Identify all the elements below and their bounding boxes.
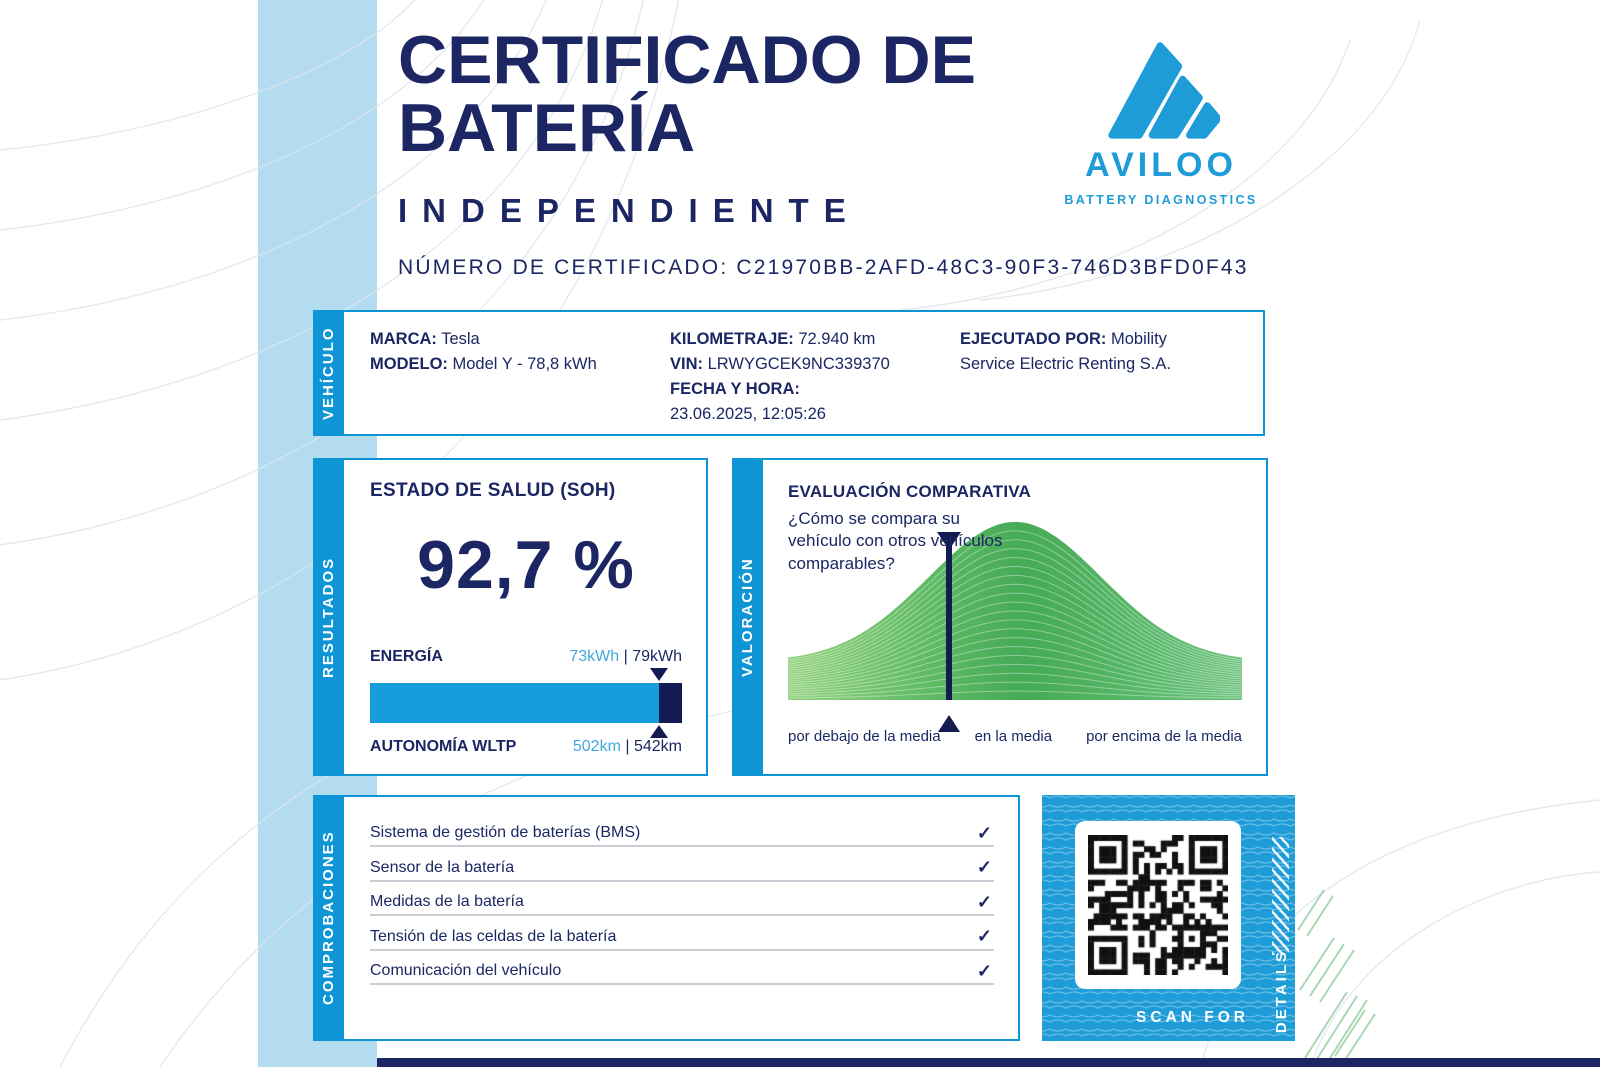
- checkmark-icon: ✓: [976, 822, 992, 843]
- energy-current-value: 73kWh: [569, 648, 620, 665]
- qr-code-frame: [1075, 821, 1241, 989]
- modelo-value: Model Y - 78,8 kWh: [452, 355, 597, 373]
- range-label: AUTONOMÍA WLTP: [370, 738, 517, 755]
- valoracion-tab: VALORACIÓN: [732, 458, 763, 776]
- soh-bar: [370, 668, 682, 738]
- soh-marker-up-icon: [650, 725, 669, 738]
- vehicle-tab: VEHÍCULO: [313, 310, 344, 436]
- check-row-bms: Sistema de gestión de baterías (BMS) ✓: [370, 821, 994, 847]
- vin-label: VIN:: [670, 355, 703, 373]
- results-panel-body: ESTADO DE SALUD (SOH) 92,7 % ENERGÍA 73k…: [346, 460, 706, 774]
- modelo-row: MODELO: Model Y - 78,8 kWh: [370, 352, 597, 377]
- certificate-number-label: NÚMERO DE CERTIFICADO:: [398, 256, 729, 279]
- vehicle-panel: VEHÍCULO MARCA: Tesla MODELO: Model Y - …: [313, 310, 1265, 436]
- vehicle-col-right: EJECUTADO POR: Mobility Service Electric…: [960, 327, 1210, 377]
- checks-panel: COMPROBACIONES Sistema de gestión de bat…: [313, 795, 1020, 1041]
- ejecutado-value: Mobility Service Electric Renting S.A.: [960, 330, 1171, 373]
- valoracion-panel-body: EVALUACIÓN COMPARATIVA ¿Cómo se compara …: [765, 460, 1266, 774]
- vehicle-position-marker-up-icon: [937, 715, 960, 732]
- fecha-value-row: 23.06.2025, 12:05:26: [670, 402, 890, 427]
- energy-label: ENERGÍA: [370, 648, 443, 665]
- bottom-navy-bar: [377, 1058, 1600, 1067]
- marca-row: MARCA: Tesla: [370, 327, 597, 352]
- modelo-label: MODELO:: [370, 355, 448, 373]
- green-hatch-decoration: [1297, 889, 1376, 1067]
- range-row: AUTONOMÍA WLTP 502km | 542km: [370, 738, 682, 756]
- range-values: 502km | 542km: [573, 738, 682, 756]
- checks-tab: COMPROBACIONES: [313, 795, 344, 1041]
- vehicle-position-marker-down-icon: [936, 532, 961, 550]
- qr-code: [1088, 835, 1228, 975]
- check-label: Medidas de la batería: [370, 893, 524, 911]
- vehicle-col-middle: KILOMETRAJE: 72.940 km VIN: LRWYGCEK9NC3…: [670, 327, 890, 427]
- range-current-value: 502km: [572, 738, 621, 755]
- results-tab: RESULTADOS: [313, 458, 344, 776]
- kilometraje-label: KILOMETRAJE:: [670, 330, 794, 348]
- axis-label-above-average: por encima de la media: [1086, 728, 1242, 745]
- vin-value: LRWYGCEK9NC339370: [707, 355, 890, 373]
- range-divider: |: [625, 738, 630, 755]
- check-row-comunicacion: Comunicación del vehículo ✓: [370, 959, 994, 986]
- marca-value: Tesla: [441, 330, 480, 348]
- energy-original-value: 79kWh: [632, 648, 682, 665]
- page-subtitle: INDEPENDIENTE: [398, 192, 861, 229]
- range-original-value: 542km: [633, 738, 682, 755]
- fecha-label: FECHA Y HORA:: [670, 380, 800, 398]
- details-label: DETAILS: [1273, 948, 1290, 1033]
- soh-value: 92,7 %: [417, 527, 635, 603]
- check-row-tension: Tensión de las celdas de la batería ✓: [370, 925, 994, 951]
- distribution-chart: [788, 505, 1242, 732]
- soh-title: ESTADO DE SALUD (SOH): [370, 480, 616, 501]
- results-panel: RESULTADOS ESTADO DE SALUD (SOH) 92,7 % …: [313, 458, 708, 776]
- fecha-value: 23.06.2025, 12:05:26: [670, 405, 826, 423]
- valoracion-panel: VALORACIÓN EVALUACIÓN COMPARATIVA ¿Cómo …: [732, 458, 1268, 776]
- title-line-2: BATERÍA: [398, 90, 696, 166]
- certificate-number-line: NÚMERO DE CERTIFICADO: C21970BB-2AFD-48C…: [398, 256, 1249, 280]
- qr-panel: SCAN FOR DETAILS: [1042, 795, 1295, 1041]
- axis-label-average: en la media: [974, 728, 1053, 745]
- title-line-1: CERTIFICADO DE: [398, 22, 976, 98]
- checkmark-icon: ✓: [976, 926, 992, 947]
- energy-values: 73kWh | 79kWh: [569, 648, 682, 666]
- hatch-decoration: [1272, 837, 1289, 955]
- fecha-label-row: FECHA Y HORA:: [670, 377, 890, 402]
- bell-curve-graphic: [788, 522, 1242, 700]
- check-label: Sistema de gestión de baterías (BMS): [370, 824, 641, 841]
- check-list: Sistema de gestión de baterías (BMS) ✓ S…: [370, 821, 994, 994]
- soh-marker-down-icon: [650, 668, 669, 681]
- distribution-axis-labels: por debajo de la media en la media por e…: [788, 728, 1242, 745]
- soh-bar-fill: [370, 683, 660, 723]
- certificate-number-value: C21970BB-2AFD-48C3-90F3-746D3BFD0F43: [736, 256, 1249, 279]
- check-label: Comunicación del vehículo: [370, 962, 562, 980]
- energy-row: ENERGÍA 73kWh | 79kWh: [370, 648, 682, 666]
- check-label: Tensión de las celdas de la batería: [370, 927, 617, 945]
- evaluacion-title: EVALUACIÓN COMPARATIVA: [788, 482, 1032, 501]
- check-row-sensor: Sensor de la batería ✓: [370, 856, 994, 882]
- checks-panel-body: Sistema de gestión de baterías (BMS) ✓ S…: [346, 797, 1018, 1039]
- kilometraje-row: KILOMETRAJE: 72.940 km: [670, 327, 890, 352]
- aviloo-mountain-slashes-icon: [1108, 42, 1220, 139]
- check-label: Sensor de la batería: [370, 858, 515, 876]
- ejecutado-label: EJECUTADO POR:: [960, 330, 1107, 348]
- vehicle-position-marker-line: [945, 545, 952, 700]
- check-row-medidas: Medidas de la batería ✓: [370, 890, 994, 917]
- vin-row: VIN: LRWYGCEK9NC339370: [670, 352, 890, 377]
- brand-logo: AVILOO BATTERY DIAGNOSTICS: [1063, 32, 1259, 207]
- checkmark-icon: ✓: [976, 891, 992, 912]
- energy-divider: |: [623, 648, 628, 665]
- scan-for-label: SCAN FOR: [1136, 1009, 1249, 1026]
- marca-label: MARCA:: [370, 330, 437, 348]
- soh-bar-track: [370, 683, 682, 723]
- checkmark-icon: ✓: [976, 857, 992, 878]
- evaluacion-question: ¿Cómo se compara su vehículo con otros v…: [788, 509, 1003, 573]
- checkmark-icon: ✓: [976, 960, 992, 981]
- vehicle-col-left: MARCA: Tesla MODELO: Model Y - 78,8 kWh: [370, 327, 597, 377]
- axis-label-below-average: por debajo de la media: [788, 728, 941, 745]
- vehicle-panel-body: MARCA: Tesla MODELO: Model Y - 78,8 kWh …: [346, 312, 1263, 434]
- kilometraje-value: 72.940 km: [798, 330, 876, 348]
- brand-tagline: BATTERY DIAGNOSTICS: [1064, 193, 1258, 207]
- page-title: CERTIFICADO DE BATERÍA: [398, 26, 976, 162]
- brand-wordmark: AVILOO: [1085, 146, 1237, 184]
